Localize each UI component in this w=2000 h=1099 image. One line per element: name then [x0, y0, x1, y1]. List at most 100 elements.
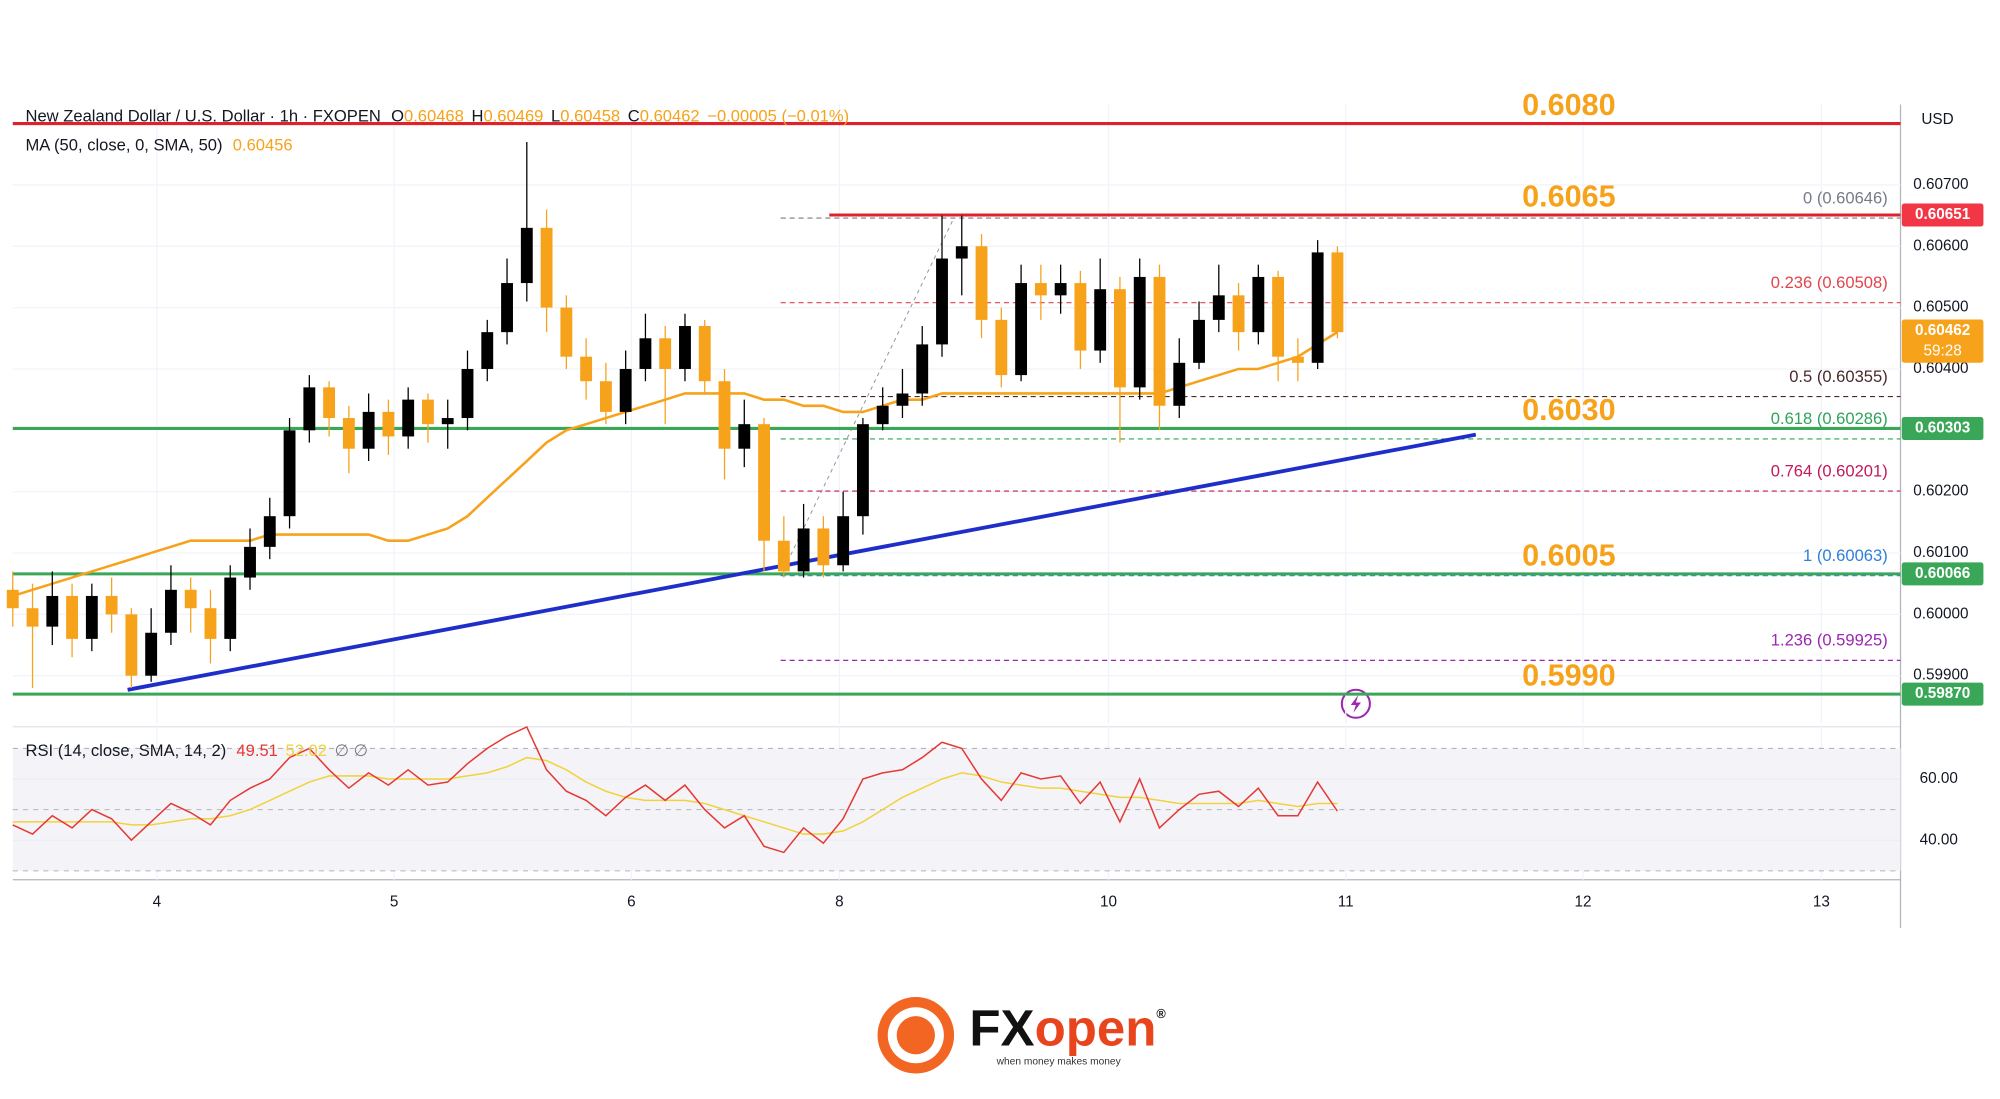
ohlc-key: H: [472, 107, 484, 126]
candle-body: [481, 332, 494, 369]
rsi-sma-line: [12, 756, 1338, 835]
candle-body: [995, 319, 1008, 376]
candle-body: [105, 595, 118, 615]
fib-anchor: [780, 217, 955, 576]
price-tag-label: 0.60462: [1915, 322, 1970, 339]
rsi-pane: 40.00 60.00: [12, 725, 1958, 872]
ohlc-key: O: [391, 107, 404, 126]
candle-body: [85, 595, 98, 639]
candle-body: [817, 528, 830, 566]
ma-legend: MA (50, close, 0, SMA, 50) 0.60456: [26, 136, 293, 155]
candle-body: [164, 589, 177, 633]
candle-body: [659, 338, 672, 369]
y-tick-label: 0.60700: [1913, 176, 1968, 193]
candle-body: [303, 387, 316, 431]
price-tag: [1901, 319, 1984, 363]
candle-body: [1252, 276, 1265, 333]
logo-mark-core: [896, 1016, 935, 1055]
price-tag-label: 0.60651: [1915, 206, 1971, 223]
candle-body: [580, 356, 593, 382]
candle-body: [1272, 276, 1285, 357]
candle-body: [560, 307, 573, 357]
fib-label: 1.236 (0.59925): [1771, 631, 1888, 650]
candle-body: [244, 546, 256, 578]
candle-body: [1133, 276, 1146, 388]
ma-line: [12, 331, 1339, 598]
price-tag-countdown: 59:28: [1923, 342, 1961, 359]
candle-body: [6, 589, 19, 609]
candle-body: [797, 528, 810, 572]
candle-body: [1114, 289, 1126, 388]
candle-body: [1193, 319, 1205, 363]
ma-name: MA (50, close, 0, SMA, 50): [26, 136, 223, 155]
candle-body: [896, 393, 909, 406]
candle-body: [1015, 283, 1028, 376]
candle-body: [1074, 283, 1087, 351]
candle-body: [1034, 283, 1047, 296]
candle-body: [1212, 295, 1225, 320]
price-tag-label: 0.60303: [1915, 420, 1970, 437]
candle-body: [520, 227, 533, 284]
candle-body: [619, 368, 632, 412]
ohlc-value: 0.60462: [640, 107, 700, 126]
candle-body: [1311, 252, 1324, 363]
alert-icon: [1340, 688, 1371, 719]
price-tag: [1901, 416, 1984, 440]
candle-body: [66, 595, 79, 639]
ohlc-value: 0.60469: [483, 107, 543, 126]
ohlc-key: L: [551, 107, 560, 126]
change: −0.00005 (−0.01%): [707, 107, 849, 126]
candle-body: [777, 540, 790, 572]
fib-label: 0.618 (0.60286): [1771, 409, 1888, 428]
price-tag: [1901, 562, 1984, 586]
y-tick-label: 0.60000: [1913, 605, 1968, 622]
y-tick-label: 0.60400: [1913, 360, 1968, 377]
candle-body: [955, 246, 968, 259]
candle-body: [204, 608, 217, 639]
price-tags: 0.60651 0.60462 59:28 0.60303 0.60066 0.59870: [1901, 203, 1984, 706]
symbol-name: New Zealand Dollar / U.S. Dollar · 1h · …: [26, 107, 381, 126]
candle-body: [422, 399, 434, 425]
y-tick-label: 0.60600: [1913, 237, 1968, 254]
candle-body: [402, 399, 415, 437]
logo-open: open: [1035, 1000, 1157, 1057]
y-tick-label: 0.59900: [1913, 667, 1968, 684]
candle-body: [263, 516, 276, 547]
candle-body: [837, 516, 850, 566]
ohlc-key: C: [628, 107, 640, 126]
candle-body: [975, 246, 988, 320]
rsi-name: RSI (14, close, SMA, 14, 2): [26, 742, 227, 761]
candle-body: [599, 381, 612, 412]
candle-body: [283, 430, 296, 517]
candle-body: [758, 424, 770, 541]
y-tick-label: 0.60200: [1913, 483, 1968, 500]
candle-body: [382, 411, 395, 437]
candle-body: [323, 387, 336, 419]
candle-body: [1094, 289, 1107, 351]
logo-tagline: when money makes money: [996, 1057, 1122, 1068]
candle-body: [679, 326, 691, 369]
x-tick-label: 10: [1100, 894, 1117, 911]
rsi-tick-label: 60.00: [1920, 770, 1958, 787]
levels: 0.6080 0.6065 0.6030 0.6005 0.5990: [12, 88, 1901, 696]
level-label: 0.6030: [1522, 393, 1616, 427]
x-tick-label: 12: [1574, 894, 1591, 911]
candles: [6, 141, 1344, 688]
rsi-tick-label: 40.00: [1920, 831, 1958, 848]
fib-label: 1 (0.60063): [1803, 546, 1888, 565]
x-tick-label: 11: [1338, 894, 1354, 911]
candle-body: [46, 595, 59, 627]
candle-body: [26, 608, 39, 627]
candle-body: [936, 258, 948, 345]
candle-body: [1173, 362, 1186, 406]
candle-body: [1153, 276, 1166, 406]
candle-body: [501, 283, 513, 333]
price-tag: [1901, 682, 1984, 706]
candle-body: [738, 424, 751, 449]
ohlc-value: 0.60468: [404, 107, 464, 126]
candle-body: [1054, 283, 1067, 296]
candle-body: [184, 589, 197, 609]
y-tick-label: 0.60500: [1913, 299, 1968, 316]
candle-body: [698, 326, 711, 382]
